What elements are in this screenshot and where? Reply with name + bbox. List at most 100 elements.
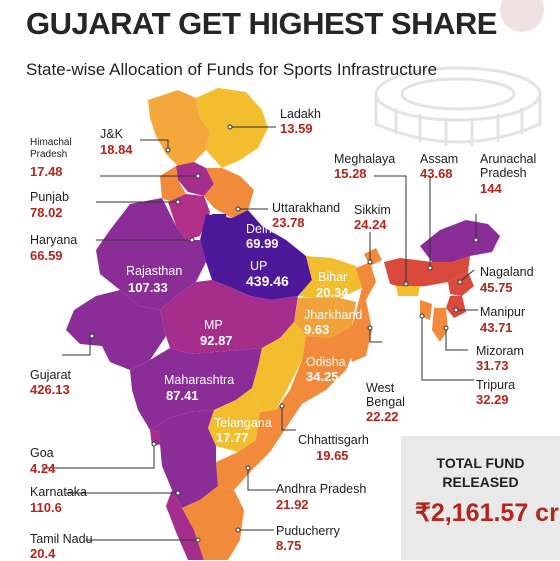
state-mizoram [432,308,448,342]
label-odisha: Odisha [306,355,346,369]
label-nagaland: Nagaland [480,265,534,279]
state-andhra [216,390,302,490]
state-jharkhand [294,298,356,338]
state-up [200,210,312,300]
total-label-line-2: RELEASED [442,474,519,490]
label-delhi: Delhi [246,222,275,236]
value-chhattisgarh: 19.65 [316,448,349,463]
label-maharashtra: Maharashtra [164,373,235,387]
value-arunachal: 144 [480,181,502,196]
label-uttarakhand: Uttarakhand [272,201,341,215]
value-haryana: 66.59 [30,248,63,263]
label-west-bengal-2: Bengal [366,395,405,409]
value-karnataka: 110.6 [30,500,62,515]
state-delhi [212,214,228,228]
value-andhra: 21.92 [276,497,309,512]
value-bihar: 20.34 [316,285,349,300]
label-arunachal-1: Arunachal [480,152,537,166]
state-maharashtra [130,348,262,430]
value-puducherry: 8.75 [276,538,302,553]
label-gujarat: Gujarat [30,368,71,382]
state-telangana [208,388,260,452]
total-value: ₹2,161.57 cr [415,499,559,527]
page-title: GUJARAT GET HIGHEST SHARE [26,6,497,41]
value-telangana: 17.77 [216,430,249,445]
state-sikkim [364,248,382,266]
label-bihar: Bihar [318,270,348,284]
label-himachal-2: Pradesh [30,149,68,160]
label-mp: MP [204,318,223,332]
state-gujarat [66,290,166,370]
label-tamil-nadu: Tamil Nadu [30,532,93,546]
value-mizoram: 31.73 [476,358,509,373]
label-sikkim: Sikkim [354,203,391,217]
state-himachal [176,162,214,196]
label-west-bengal-1: West [366,381,395,395]
value-delhi: 69.99 [246,236,279,251]
state-west-bengal [348,262,376,362]
value-gujarat: 426.13 [30,382,70,397]
value-tamil-nadu: 20.4 [30,546,56,561]
label-himachal-1: Himachal [30,137,72,148]
state-karnataka [150,410,218,508]
state-haryana [168,194,210,240]
value-mp: 92.87 [200,333,233,348]
state-uttarakhand [204,168,254,218]
total-label-line-1: TOTAL FUND [436,455,525,471]
value-manipur: 43.71 [480,320,513,335]
page-subtitle: State-wise Allocation of Funds for Sport… [26,60,438,79]
label-punjab: Punjab [30,190,69,204]
state-kerala [166,490,204,560]
label-manipur: Manipur [480,305,526,319]
label-up: UP [250,259,268,273]
total-fund-box: TOTAL FUND RELEASED ₹2,161.57 cr [401,436,560,560]
state-rajasthan [96,198,206,310]
value-rajasthan: 107.33 [128,280,168,295]
value-up: 439.46 [246,273,289,289]
value-jk: 18.84 [100,142,133,157]
state-chhattisgarh [252,322,306,412]
label-mizoram: Mizoram [476,344,524,358]
leader-lines [42,124,479,543]
label-ladakh: Ladakh [280,107,322,121]
value-goa: 4.24 [30,461,56,476]
state-mp [160,280,298,354]
value-west-bengal: 22.22 [366,409,399,424]
label-karnataka: Karnataka [30,485,87,499]
value-sikkim: 24.24 [354,217,387,232]
value-punjab: 78.02 [30,205,63,220]
label-goa: Goa [30,446,54,460]
value-odisha: 34.25 [306,369,339,384]
state-arunachal [420,220,500,262]
label-puducherry: Puducherry [276,524,340,538]
label-tripura: Tripura [476,378,516,392]
state-jk [148,90,210,166]
state-odisha [290,326,356,404]
state-meghalaya [396,286,420,296]
label-haryana: Haryana [30,233,78,247]
value-meghalaya: 15.28 [334,166,367,181]
value-assam: 43.68 [420,166,453,181]
stadium-illustration [374,0,544,146]
label-arunachal-2: Pradesh [480,166,527,180]
state-manipur [446,296,466,318]
label-jharkhand: Jharkhand [304,308,363,322]
value-nagaland: 45.75 [480,280,513,295]
value-uttarakhand: 23.78 [272,215,305,230]
value-tripura: 32.29 [476,392,509,407]
value-jharkhand: 9.63 [304,322,330,337]
label-jk: J&K [100,127,123,141]
label-telangana: Telangana [214,416,272,430]
label-meghalaya: Meghalaya [334,152,396,166]
value-ladakh: 13.59 [280,121,313,136]
label-rajasthan: Rajasthan [126,264,183,278]
label-chhattisgarh: Chhattisgarh [298,433,369,447]
label-andhra: Andhra Pradesh [276,482,367,496]
label-assam: Assam [420,152,459,166]
state-bihar [298,256,362,298]
value-himachal: 17.48 [30,164,63,179]
value-maharashtra: 87.41 [166,388,199,403]
state-tamil-nadu [182,486,244,560]
